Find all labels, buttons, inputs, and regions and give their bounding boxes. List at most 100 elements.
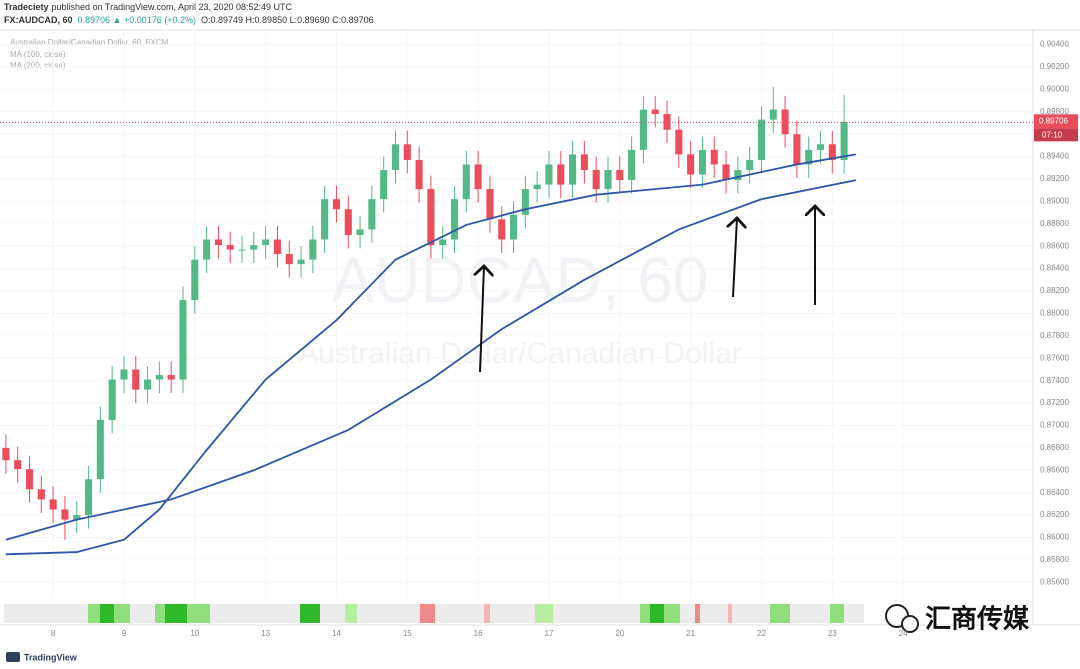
annotation-arrow	[733, 218, 737, 298]
last-price-box	[1034, 114, 1078, 129]
y-tick-label: 0.89200	[1040, 174, 1069, 183]
indicator-segment	[650, 604, 664, 623]
candle-body	[356, 229, 364, 236]
candle-body	[816, 144, 825, 150]
candle-body	[521, 189, 529, 215]
candle-body	[545, 164, 553, 185]
indicator-segment	[770, 604, 790, 623]
y-tick-label: 0.90400	[1040, 40, 1069, 49]
candle-body	[203, 239, 211, 260]
candle-body	[273, 239, 281, 255]
candle-body	[250, 245, 258, 250]
candle-body	[415, 159, 423, 190]
candle-body	[427, 189, 435, 246]
x-tick-label: 21	[686, 629, 695, 638]
y-tick-label: 0.89400	[1040, 152, 1069, 161]
y-tick-label: 0.88000	[1040, 309, 1069, 318]
candle-body	[155, 375, 163, 380]
x-tick-label: 20	[615, 629, 624, 638]
candle-body	[439, 239, 447, 246]
y-tick-label: 0.88600	[1040, 241, 1069, 250]
y-tick-label: 0.90200	[1040, 62, 1069, 71]
plot-area	[0, 30, 1033, 598]
indicator-segment	[300, 604, 320, 623]
y-tick-label: 0.86000	[1040, 533, 1069, 542]
y-tick-label: 0.89800	[1040, 107, 1069, 116]
candle-body	[616, 170, 624, 181]
candle-body	[746, 159, 754, 171]
candle-body	[805, 149, 813, 165]
x-tick-label: 23	[828, 629, 837, 638]
x-tick-label: 16	[474, 629, 483, 638]
candle-body	[368, 199, 376, 230]
symbol-line: FX:AUDCAD, 60 0.89706 ▲ +0.00176 (+0.2%) O…	[4, 15, 374, 25]
y-tick-label: 0.86600	[1040, 465, 1069, 474]
y-tick-label: 0.86400	[1040, 488, 1069, 497]
x-tick-label: 14	[332, 629, 341, 638]
candle-body	[73, 515, 81, 520]
footer-logo	[6, 652, 20, 662]
candle-body	[840, 121, 848, 160]
candle-body	[262, 239, 270, 246]
indicator-segment	[830, 604, 844, 623]
x-tick-label: 13	[261, 629, 270, 638]
candle-body	[687, 154, 695, 175]
y-tick-label: 0.87400	[1040, 376, 1069, 385]
y-tick-label: 0.88400	[1040, 264, 1069, 273]
candle-body	[61, 509, 69, 520]
candle-body	[214, 239, 222, 246]
candle-body	[628, 149, 636, 181]
candle-body	[14, 460, 22, 470]
candle-body	[85, 479, 93, 516]
last-price-label: 0.89706	[1039, 116, 1068, 125]
candle-body	[191, 259, 199, 300]
candle-body	[604, 170, 612, 190]
candle-body	[167, 375, 175, 380]
indicator-segment	[484, 604, 490, 623]
candle-body	[710, 149, 718, 165]
change: 0.89706 ▲ +0.00176 (+0.2%)	[78, 15, 197, 25]
annotation-arrow	[480, 266, 484, 373]
moving-average-line	[5, 179, 857, 541]
candle-body	[734, 170, 742, 181]
y-tick-label: 0.89000	[1040, 197, 1069, 206]
header-line: Tradeciety published on TradingView.com, …	[4, 2, 293, 12]
candle-body	[498, 219, 506, 240]
candle-body	[25, 469, 34, 490]
candle-body	[486, 189, 494, 220]
x-tick-label: 8	[51, 629, 56, 638]
publisher: Tradeciety	[4, 2, 49, 12]
brand-text: 汇商传媒	[925, 604, 1030, 635]
legend-entry: MA (100, close)	[10, 50, 66, 59]
brand-logo: 汇商传媒	[885, 604, 1030, 635]
candle-body	[37, 489, 45, 500]
y-tick-label: 0.87800	[1040, 331, 1069, 340]
candle-body	[120, 369, 128, 380]
symbol: FX:AUDCAD, 60	[4, 15, 73, 25]
candle-body	[332, 199, 341, 210]
indicator-segment	[535, 604, 553, 623]
candle-body	[757, 119, 766, 160]
y-tick-label: 0.86800	[1040, 443, 1069, 452]
candle-body	[592, 170, 600, 190]
candle-body	[403, 144, 411, 160]
candle-body	[533, 184, 541, 190]
indicator-segment	[100, 604, 114, 623]
candle-body	[380, 170, 388, 200]
candle-body	[297, 259, 305, 265]
watermark-description: Australian Dollar/Canadian Dollar	[298, 337, 742, 370]
x-tick-label: 24	[899, 629, 908, 638]
candle-body	[580, 154, 588, 171]
candle-body	[510, 214, 518, 240]
candle-body	[557, 164, 565, 185]
legend-entry: MA (200, close)	[10, 61, 66, 70]
ohlc: O:0.89749 H:0.89850 L:0.89690 C:0.89706	[201, 15, 374, 25]
candle-body	[391, 144, 400, 171]
candle-body	[2, 447, 10, 461]
candle-body	[321, 199, 329, 240]
candle-body	[651, 109, 659, 115]
candle-body	[639, 109, 647, 150]
countdown-box	[1034, 128, 1078, 142]
x-tick-label: 17	[545, 629, 554, 638]
candle-body	[663, 114, 671, 130]
